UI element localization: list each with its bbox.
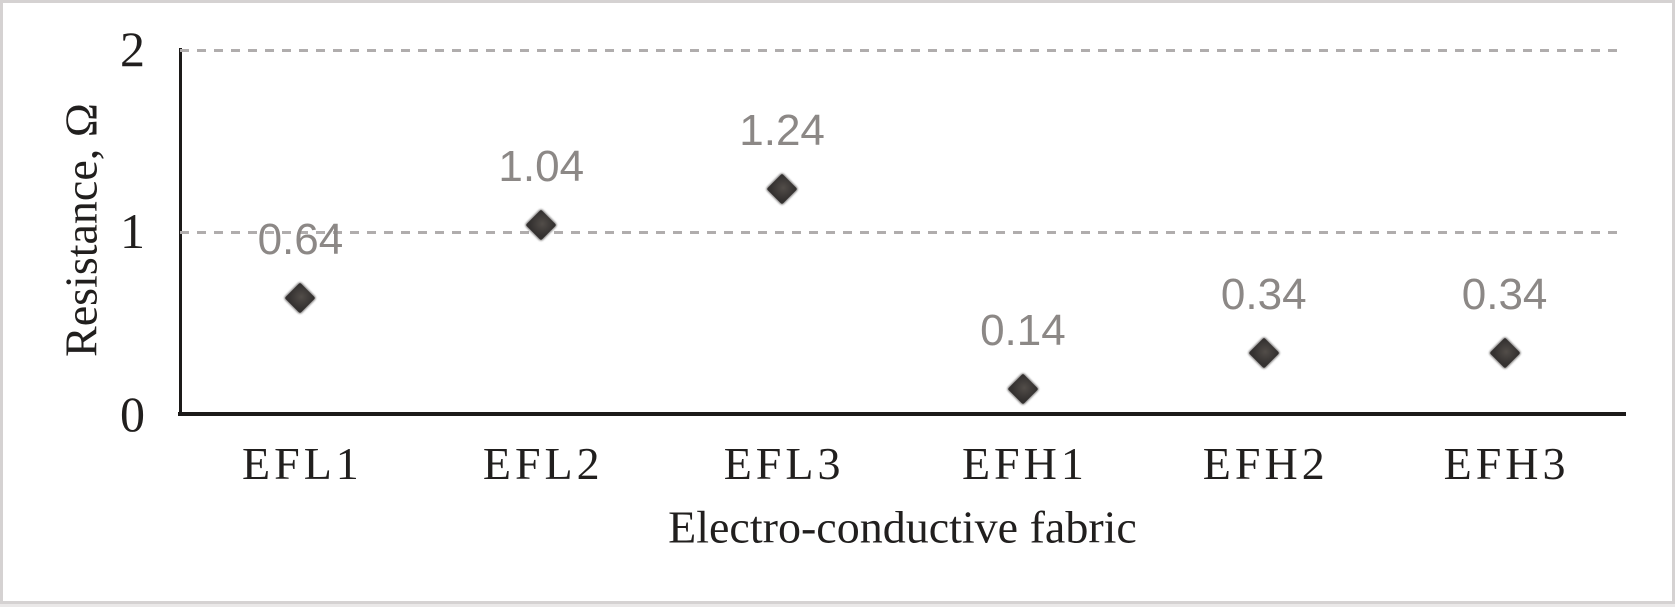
- gridline-y-2: [180, 48, 1625, 52]
- data-point-label: 0.34: [1461, 269, 1548, 319]
- y-tick-label: 1: [120, 203, 145, 260]
- data-point-diamond-icon: [1248, 336, 1280, 369]
- data-point-diamond-icon: [1007, 373, 1039, 405]
- x-axis-title: Electro-conductive fabric: [668, 501, 1137, 553]
- data-point-label: 0.34: [1220, 269, 1307, 319]
- y-tick-label: 2: [120, 21, 145, 77]
- x-tick-label-efl1: EFL1: [242, 438, 363, 489]
- data-point-diamond-icon: [1489, 336, 1521, 369]
- y-tick-label: 0: [120, 385, 145, 442]
- data-point-diamond-icon: [284, 282, 316, 314]
- data-point-label: 1.04: [498, 141, 585, 191]
- data-point-label: 0.14: [980, 305, 1066, 355]
- gridline-y-1: [180, 230, 1625, 234]
- data-point-diamond-icon: [525, 209, 557, 241]
- data-point-label: 1.24: [739, 105, 825, 155]
- data-point-diamond-icon: [766, 172, 798, 205]
- x-tick-label-efh1: EFH1: [961, 438, 1088, 489]
- x-tick-label-efl3: EFL3: [723, 438, 845, 489]
- resistance-scatter-chart: Resistance, Ω Electro-conductive fabric …: [3, 3, 1672, 601]
- x-tick-label-efh3: EFH3: [1443, 438, 1570, 489]
- data-point-label: 0.64: [257, 214, 344, 264]
- x-axis-line: [178, 412, 1626, 416]
- x-tick-label-efh2: EFH2: [1202, 438, 1329, 489]
- x-tick-label-efl2: EFL2: [482, 438, 604, 489]
